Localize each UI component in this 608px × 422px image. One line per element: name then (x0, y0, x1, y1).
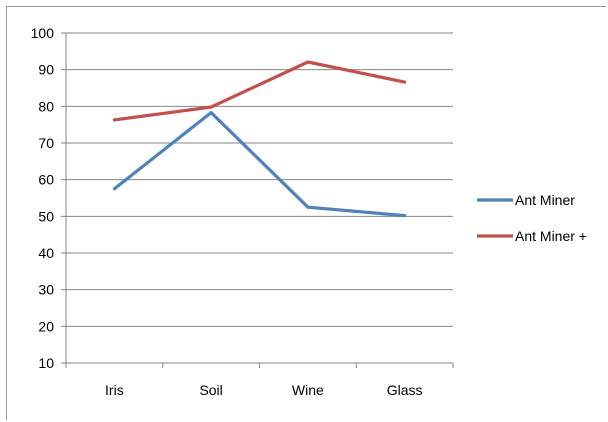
y-tick-label-20: 20 (38, 318, 54, 334)
y-tick-label-80: 80 (38, 98, 54, 114)
y-tick-label-50: 50 (38, 208, 54, 224)
y-axis-tick-labels: 10 20 30 40 50 60 70 80 90 100 (31, 25, 55, 371)
series-lines (112, 60, 407, 218)
y-tick-label-90: 90 (38, 62, 54, 78)
x-tick-label-iris: Iris (105, 382, 124, 398)
legend-label-1: Ant Miner (515, 192, 575, 208)
gridlines (66, 32, 453, 327)
axes (61, 32, 454, 368)
y-tick-label-60: 60 (38, 172, 54, 188)
chart-frame (6, 6, 606, 420)
y-tick-label-30: 30 (38, 282, 54, 298)
legend: Ant Miner Ant Miner + (477, 192, 587, 244)
y-tick-label-70: 70 (38, 135, 54, 151)
legend-label-2: Ant Miner + (515, 228, 587, 244)
x-tick-label-glass: Glass (387, 382, 423, 398)
series-line-2 (112, 60, 407, 122)
y-tick-label-40: 40 (38, 245, 54, 261)
y-tick-label-100: 100 (31, 25, 55, 41)
series-line-1 (112, 110, 407, 218)
x-axis-tick-labels: Iris Soil Wine Glass (105, 382, 422, 398)
y-tick-label-10: 10 (38, 355, 54, 371)
x-tick-label-soil: Soil (199, 382, 222, 398)
x-tick-label-wine: Wine (292, 382, 324, 398)
